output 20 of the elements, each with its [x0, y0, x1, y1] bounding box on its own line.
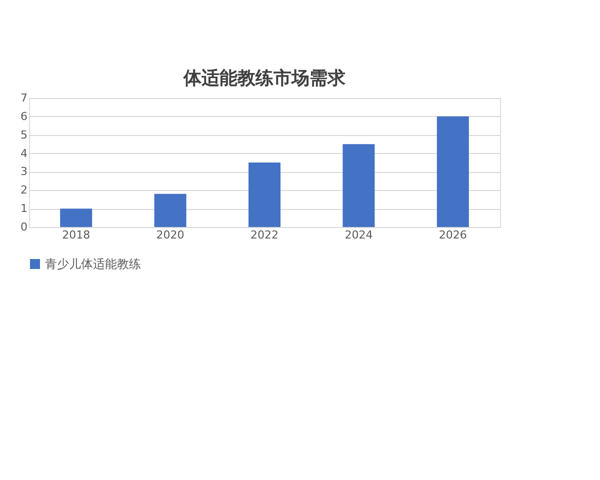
x-tick-label: 2018	[62, 228, 90, 242]
y-tick-label: 5	[20, 128, 28, 142]
y-tick-label: 7	[20, 92, 28, 104]
chart-title: 体适能教练市场需求	[182, 68, 346, 89]
y-tick-label: 4	[20, 146, 28, 160]
bar	[436, 116, 469, 227]
y-tick-label: 6	[20, 110, 28, 123]
bar	[154, 194, 186, 227]
x-tick-label: 2020	[156, 228, 184, 242]
y-tick-label: 1	[20, 202, 28, 216]
x-tick-label: 2026	[438, 228, 467, 242]
y-tick-label: 2	[20, 184, 28, 197]
bar	[60, 208, 92, 227]
x-tick-label: 2022	[250, 228, 278, 242]
bar	[342, 144, 375, 227]
x-tick-label: 2024	[344, 228, 373, 242]
y-tick-label: 0	[20, 220, 28, 234]
y-tick-label: 3	[20, 165, 28, 178]
bar	[248, 162, 280, 227]
legend-label: 青少儿体适能教练	[45, 257, 141, 271]
